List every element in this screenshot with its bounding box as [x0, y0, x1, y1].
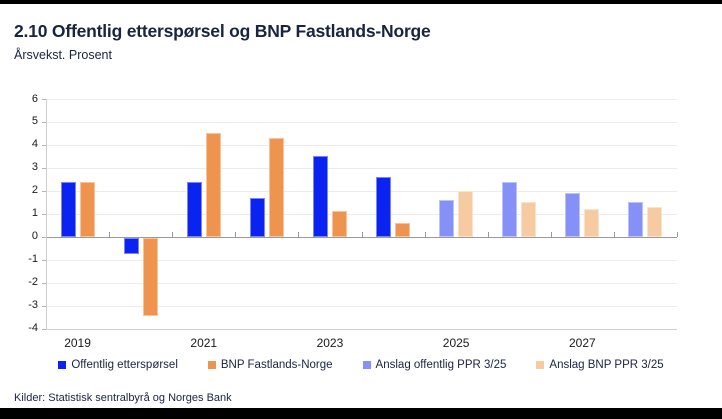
legend-item-offentlig: Offentlig etterspørsel — [58, 359, 178, 371]
legend-item-anslag-offentlig: Anslag offentlig PPR 3/25 — [362, 359, 507, 371]
zero-line-tick-4 — [298, 231, 300, 237]
gridline-y-1 — [46, 259, 677, 261]
legend-item-anslag-bnp: Anslag BNP PPR 3/25 — [536, 359, 664, 371]
y-axis-label-3: 3 — [31, 161, 38, 174]
legend-label-anslag-offentlig: Anslag offentlig PPR 3/25 — [375, 359, 507, 371]
bar-2025-offentlig — [439, 199, 455, 237]
bar-2023-offentlig — [312, 156, 328, 237]
zero-line-tick-8 — [550, 231, 552, 237]
bar-2020-bnp — [142, 237, 158, 316]
y-axis-label-1: 1 — [31, 207, 38, 220]
zero-line-tick-5 — [361, 231, 363, 237]
legend-swatch-bnp — [207, 361, 216, 369]
bar-2025-bnp — [458, 190, 474, 237]
gridline-y1 — [46, 213, 677, 215]
bar-2024-offentlig — [376, 177, 392, 237]
zero-line-tick-7 — [487, 231, 489, 237]
gridline-y-3 — [46, 305, 677, 307]
legend-label-offentlig: Offentlig etterspørsel — [71, 359, 178, 371]
x-axis-label-2021: 2021 — [190, 336, 218, 350]
legend-swatch-anslag-offentlig — [362, 361, 371, 369]
chart-title: 2.10 Offentlig etterspørsel og BNP Fastl… — [14, 21, 431, 41]
x-axis-line — [46, 328, 677, 330]
bar-2022-offentlig — [249, 197, 265, 237]
y-axis-tick--3 — [42, 305, 46, 307]
y-axis-label--1: -1 — [28, 253, 38, 266]
legend-swatch-anslag-bnp — [536, 361, 545, 369]
bottom-black-bar — [0, 408, 722, 419]
y-axis-tick-1 — [42, 213, 46, 215]
zero-gridline — [46, 236, 677, 238]
chart-subtitle: Årsvekst. Prosent — [14, 48, 112, 62]
legend-item-bnp: BNP Fastlands-Norge — [207, 359, 333, 371]
legend-label-bnp: BNP Fastlands-Norge — [220, 359, 333, 371]
y-axis-tick-4 — [42, 144, 46, 146]
gridline-y3 — [46, 167, 677, 169]
bar-2027-bnp — [584, 209, 600, 237]
zero-line-tick-2 — [172, 231, 174, 237]
y-axis-label-2: 2 — [31, 184, 38, 197]
bar-2020-offentlig — [123, 237, 139, 254]
bar-2028-offentlig — [628, 202, 644, 237]
gridline-y2 — [46, 190, 677, 192]
bar-2021-bnp — [205, 133, 221, 237]
x-axis-label-2023: 2023 — [316, 336, 344, 350]
x-axis-label-2019: 2019 — [64, 336, 91, 350]
y-axis-line — [46, 99, 47, 329]
bar-2027-offentlig — [565, 193, 581, 237]
top-black-bar — [0, 0, 722, 4]
y-axis-label-5: 5 — [31, 115, 38, 128]
y-axis-label-0: 0 — [31, 230, 38, 243]
y-axis-tick--4 — [42, 328, 46, 330]
y-axis-label--3: -3 — [28, 299, 38, 312]
x-axis-label-2025: 2025 — [442, 336, 470, 350]
zero-line-tick-3 — [235, 231, 237, 237]
legend-label-anslag-bnp: Anslag BNP PPR 3/25 — [549, 359, 664, 371]
y-axis-label-4: 4 — [31, 138, 38, 151]
chart-legend: Offentlig etterspørsel BNP Fastlands-Nor… — [0, 359, 722, 371]
y-axis-tick-5 — [42, 121, 46, 123]
zero-line-tick-1 — [109, 231, 111, 237]
y-axis-label--2: -2 — [28, 276, 38, 289]
bar-2026-offentlig — [502, 181, 518, 237]
bar-2022-bnp — [268, 138, 284, 237]
gridline-y-2 — [46, 282, 677, 284]
y-axis-tick-2 — [42, 190, 46, 192]
zero-line-tick-6 — [424, 231, 426, 237]
bar-2021-offentlig — [186, 181, 202, 237]
zero-line-tick-9 — [613, 231, 615, 237]
y-axis-tick--1 — [42, 259, 46, 261]
x-axis-label-2027: 2027 — [568, 336, 596, 350]
bar-2026-bnp — [521, 202, 537, 237]
gridline-y5 — [46, 121, 677, 123]
zero-line-tick-10 — [677, 231, 678, 237]
sources-text: Kilder: Statistisk sentralbyrå og Norges… — [14, 392, 232, 404]
y-axis-tick--2 — [42, 282, 46, 284]
bar-2024-bnp — [395, 222, 411, 237]
bar-2019-bnp — [79, 181, 95, 237]
y-axis-tick-6 — [42, 99, 46, 100]
bar-2023-bnp — [331, 211, 347, 237]
bar-2028-bnp — [647, 206, 663, 237]
bar-2019-offentlig — [60, 181, 76, 237]
gridline-y4 — [46, 144, 677, 146]
legend-swatch-offentlig — [58, 361, 67, 369]
y-axis-label-6: 6 — [31, 92, 38, 105]
y-axis-tick-3 — [42, 167, 46, 169]
y-axis-label--4: -4 — [28, 322, 38, 334]
y-axis-tick-0 — [42, 236, 46, 238]
gridline-y6 — [46, 99, 677, 100]
